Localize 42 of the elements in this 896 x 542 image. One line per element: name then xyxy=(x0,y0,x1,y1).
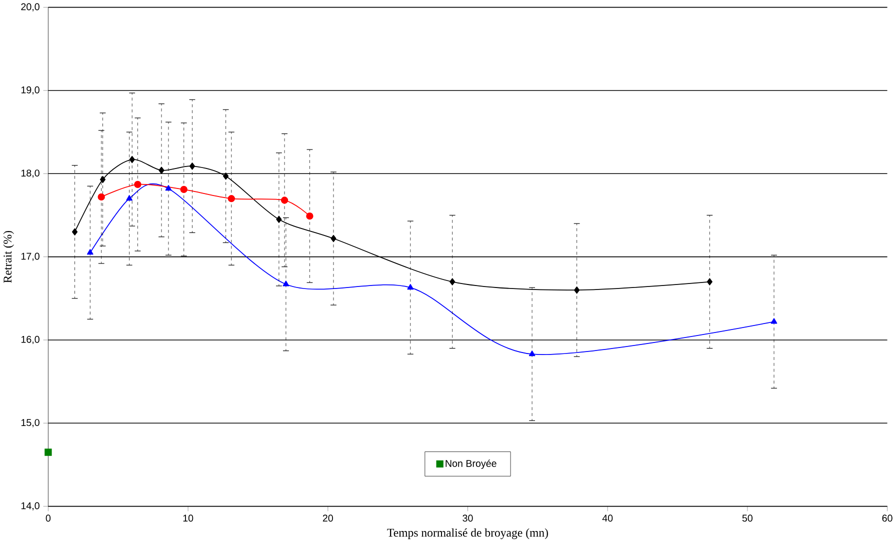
point xyxy=(276,216,282,223)
point xyxy=(706,278,712,286)
legend-label: Non Broyée xyxy=(446,459,496,469)
point xyxy=(528,350,536,356)
y-tick-label: 18,0 xyxy=(21,169,40,178)
point xyxy=(126,194,132,200)
point xyxy=(228,194,235,202)
point xyxy=(158,166,164,174)
point xyxy=(306,212,314,220)
point xyxy=(280,196,288,204)
point xyxy=(574,286,580,294)
point xyxy=(189,162,196,170)
x-tick-label: 30 xyxy=(462,514,473,522)
point xyxy=(282,280,290,286)
point xyxy=(223,172,229,180)
y-tick-label: 20,0 xyxy=(21,3,40,12)
point xyxy=(165,184,172,190)
x-tick-label: 40 xyxy=(602,514,613,522)
point xyxy=(407,284,414,290)
y-tick-label: 14,0 xyxy=(21,502,40,510)
y-tick-label: 16,0 xyxy=(21,336,40,344)
point xyxy=(134,180,142,188)
point xyxy=(450,278,456,286)
point xyxy=(44,448,52,456)
x-tick-label: 60 xyxy=(882,514,892,522)
point xyxy=(180,186,188,193)
x-tick-label: 0 xyxy=(46,514,51,522)
y-tick-label: 15,0 xyxy=(21,418,40,428)
point xyxy=(86,248,94,254)
y-axis-title: Retrait (%) xyxy=(3,230,14,283)
x-axis-title: Temps normalisé de broyage (mn) xyxy=(387,528,548,539)
point xyxy=(98,193,105,200)
point xyxy=(770,318,778,324)
x-tick-label: 10 xyxy=(183,514,194,522)
point xyxy=(330,234,336,242)
point xyxy=(72,228,78,236)
y-tick-label: 17,0 xyxy=(21,252,40,261)
point xyxy=(129,156,135,163)
y-tick-label: 19,0 xyxy=(21,86,40,94)
point xyxy=(100,176,106,183)
x-tick-label: 50 xyxy=(742,514,753,522)
x-tick-label: 20 xyxy=(322,514,333,522)
